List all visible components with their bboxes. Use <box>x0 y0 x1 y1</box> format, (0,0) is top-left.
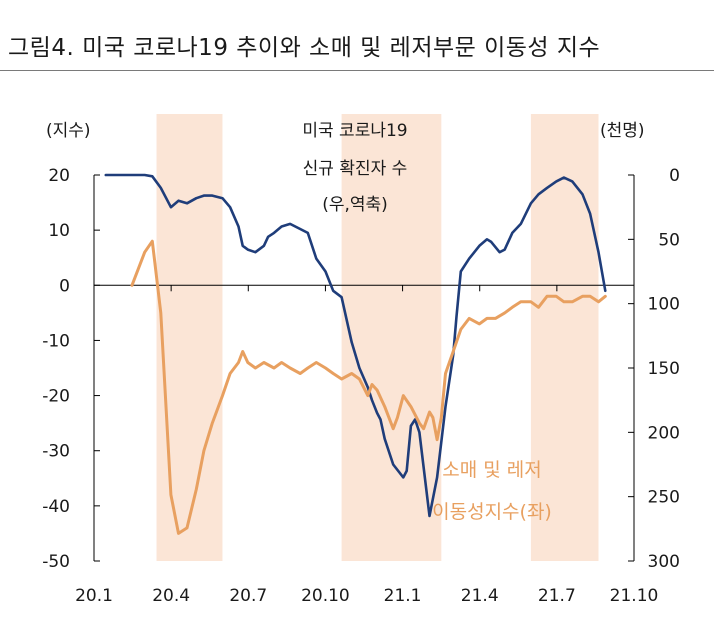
left-tick-label: 10 <box>48 221 70 241</box>
x-tick-label: 20.10 <box>301 586 350 606</box>
shaded-period <box>530 114 599 561</box>
left-tick-label: 20 <box>48 166 70 186</box>
right-tick-label: 150 <box>648 359 680 379</box>
left-tick-label: -50 <box>42 552 70 572</box>
shaded-period <box>156 114 223 561</box>
x-tick-label: 21.4 <box>461 586 499 606</box>
chart-labels: (지수) (천명) 미국 코로나19 신규 확진자 수 (우,역축) 소매 및 레저이동성… <box>46 121 645 523</box>
right-tick-label: 0 <box>669 166 680 186</box>
right-tick-label: 250 <box>648 488 680 508</box>
covid-annotation-line: 신규 확진자 수 <box>303 159 408 179</box>
left-tick-label: -30 <box>42 442 70 462</box>
left-tick-label: -20 <box>42 387 70 407</box>
x-tick-label: 20.4 <box>152 586 190 606</box>
chart-title: 그림4. 미국 코로나19 추이와 소매 및 레저부문 이동성 지수 <box>8 35 601 61</box>
x-tick-label: 21.10 <box>610 586 659 606</box>
mobility-annotation-line: 이동성지수(좌) <box>432 501 552 523</box>
right-tick-label: 300 <box>648 552 680 572</box>
covid-series-line <box>104 173 607 518</box>
series-lines <box>104 173 607 535</box>
mobility-annotation-line: 소매 및 레저 <box>442 459 541 481</box>
title-divider <box>0 70 714 71</box>
left-tick-label: -40 <box>42 497 70 517</box>
right-axis-unit: (천명) <box>600 121 645 141</box>
covid-annotation-line: (우,역축) <box>322 195 388 215</box>
x-tick-label: 20.7 <box>229 586 267 606</box>
left-tick-label: 0 <box>59 276 70 296</box>
right-tick-label: 200 <box>648 423 680 443</box>
x-tick-label: 21.1 <box>384 586 422 606</box>
left-axis-unit: (지수) <box>46 121 91 141</box>
mobility-series-line <box>130 239 607 535</box>
x-tick-label: 21.7 <box>538 586 576 606</box>
shaded-periods <box>156 114 599 561</box>
covid-annotation-line: 미국 코로나19 <box>302 121 407 141</box>
right-tick-label: 100 <box>648 295 680 315</box>
right-tick-label: 50 <box>658 230 680 250</box>
x-tick-label: 20.1 <box>75 586 113 606</box>
left-tick-label: -10 <box>42 331 70 351</box>
axes: 20100-10-20-30-40-5005010015020025030020… <box>42 166 680 606</box>
